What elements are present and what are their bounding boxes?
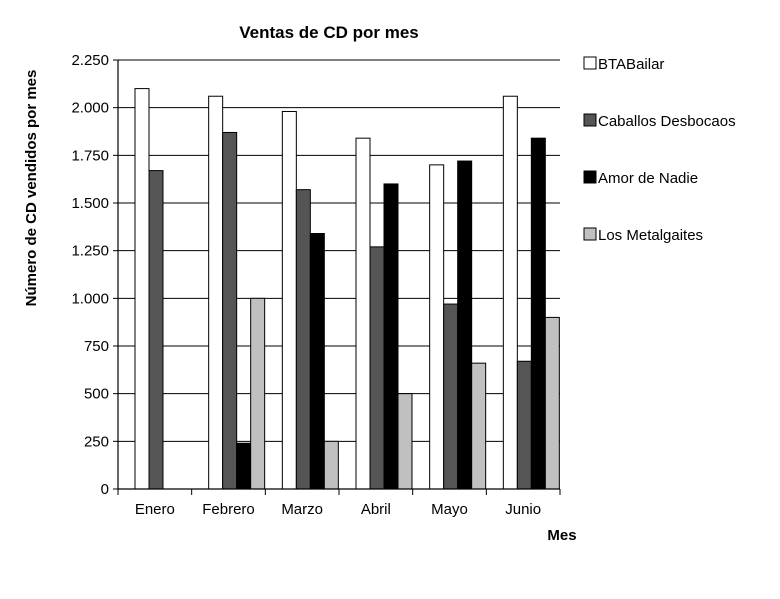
y-tick-label: 2.000 <box>71 100 109 117</box>
bar-amor-de-nadie-abril <box>383 183 399 490</box>
x-tick-label: Abril <box>361 501 391 518</box>
bar-btabailar-junio <box>502 95 518 490</box>
x-axis-title: Mes <box>547 527 576 544</box>
bar-los-metalgaites-mayo <box>471 362 487 490</box>
bar-caballos-desbocaos-junio <box>516 360 532 490</box>
y-tick-label: 0 <box>101 481 109 498</box>
bar-caballos-desbocaos-febrero <box>222 131 238 490</box>
bar-btabailar-febrero <box>208 95 224 490</box>
chart-title: Ventas de CD por mes <box>239 23 419 42</box>
y-tick-label: 1.750 <box>71 147 109 164</box>
legend-label: Caballos Desbocaos <box>598 113 736 130</box>
bar-caballos-desbocaos-abril <box>369 246 385 490</box>
bar-btabailar-marzo <box>281 110 297 490</box>
bar-amor-de-nadie-febrero <box>236 442 252 490</box>
bar-caballos-desbocaos-marzo <box>295 189 311 490</box>
axes: 0 250 500 750 1.000 1.250 1.500 1.750 2.000 2.250… <box>71 52 561 518</box>
gridlines <box>118 59 560 442</box>
legend-label: BTABailar <box>598 56 664 73</box>
y-tick-label: 1.000 <box>71 290 109 307</box>
bar-btabailar-mayo <box>429 164 445 490</box>
x-tick-label: Mayo <box>431 501 468 518</box>
legend-swatch <box>583 170 597 184</box>
bar-los-metalgaites-febrero <box>250 297 266 490</box>
x-tick-label: Febrero <box>202 501 255 518</box>
bar-caballos-desbocaos-mayo <box>443 303 459 490</box>
bar-amor-de-nadie-mayo <box>457 160 473 490</box>
y-tick-label: 500 <box>84 386 109 403</box>
bar-los-metalgaites-junio <box>544 316 560 490</box>
y-tick-label: 250 <box>84 433 109 450</box>
bar-btabailar-enero <box>134 88 150 490</box>
legend-swatch <box>583 227 597 241</box>
bar-btabailar-abril <box>355 137 371 490</box>
legend-swatch <box>583 113 597 127</box>
y-tick-label: 2.250 <box>71 52 109 69</box>
bar-amor-de-nadie-marzo <box>309 233 325 490</box>
bars <box>134 88 560 490</box>
y-axis-title: Número de CD vendidos por mes <box>23 70 40 307</box>
x-tick-label: Enero <box>135 501 175 518</box>
bar-caballos-desbocaos-enero <box>148 170 164 490</box>
bar-los-metalgaites-marzo <box>323 440 339 490</box>
legend-swatch <box>583 56 597 70</box>
y-tick-label: 1.250 <box>71 243 109 260</box>
legend-label: Los Metalgaites <box>598 227 703 244</box>
legend-label: Amor de Nadie <box>598 170 698 187</box>
legend: BTABailar Caballos Desbocaos Amor de Nadie… <box>583 56 736 244</box>
bar-los-metalgaites-abril <box>397 393 413 490</box>
x-tick-label: Junio <box>505 501 541 518</box>
y-tick-label: 750 <box>84 338 109 355</box>
bar-amor-de-nadie-junio <box>530 137 546 490</box>
y-tick-label: 1.500 <box>71 195 109 212</box>
x-tick-label: Marzo <box>281 501 323 518</box>
